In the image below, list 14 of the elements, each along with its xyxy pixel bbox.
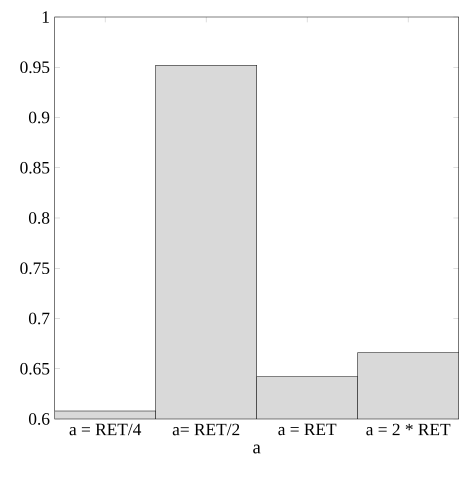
y-tick-label: 0.6 [28,413,50,425]
x-axis-title: a [253,444,261,454]
x-tick-label: a = 2 * RET [366,424,450,436]
y-tick-label: 0.8 [28,212,50,224]
y-tick-label: 0.9 [28,112,50,124]
y-tick-label: 0.7 [28,312,50,324]
x-tick-label: a= RET/2 [172,424,240,436]
y-tick-label: 0.95 [20,61,50,74]
y-tick-label: 0.85 [20,162,50,174]
y-tick-label: 1 [42,11,49,23]
y-tick-label: 0.75 [20,262,50,274]
y-tick-label: 0.65 [20,362,50,375]
x-tick-label: a = RET [278,424,336,436]
x-tick-label: a = RET/4 [70,424,142,436]
